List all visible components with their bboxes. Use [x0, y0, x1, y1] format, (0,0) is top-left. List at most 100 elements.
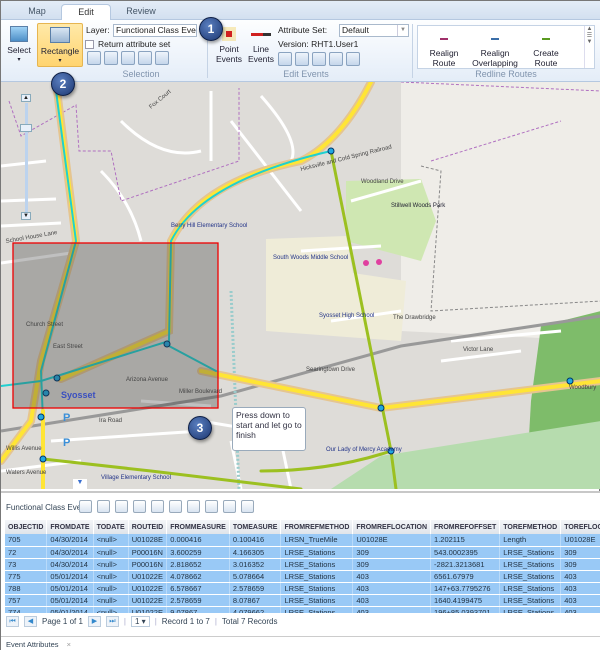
table-cell: LRSE_Stations — [499, 546, 562, 559]
table-row[interactable]: 705 04/30/2014 <null> U01028E 0.000416 0.1004… — [5, 534, 600, 547]
table-cell: 3.016352 — [229, 558, 282, 571]
zoom-to-icon[interactable] — [115, 500, 128, 513]
edit-event-tools — [278, 52, 363, 66]
table-cell: 775 — [5, 570, 48, 583]
first-page-button[interactable]: ⏮ — [6, 616, 19, 627]
event-attributes-tab[interactable]: Event Attributes × — [1, 636, 600, 653]
column-header[interactable]: TOREFLOCATION — [560, 520, 600, 534]
realign-overlapping-button[interactable]: Realign Overlapping — [470, 38, 520, 68]
table-icon[interactable] — [97, 500, 110, 513]
create-route-button[interactable]: Create Route — [526, 38, 566, 68]
pan-to-icon[interactable] — [133, 500, 146, 513]
column-header[interactable]: TOREFMETHOD — [499, 520, 562, 534]
column-header[interactable]: ROUTEID — [128, 520, 168, 534]
column-header[interactable]: TOMEASURE — [229, 520, 282, 534]
tab-map[interactable]: Map — [28, 6, 46, 16]
options-icon[interactable] — [241, 500, 254, 513]
gallery-scrollbar[interactable]: ▲ ☰ ▼ — [584, 26, 594, 68]
clear-selection-icon[interactable] — [87, 51, 101, 65]
total-text: Total 7 Records — [221, 617, 278, 626]
table-cell: 04/30/2014 — [46, 558, 94, 571]
return-attribute-label: Return attribute set — [98, 39, 171, 49]
layer-select[interactable]: Functional Class Event — [113, 24, 197, 37]
map-canvas[interactable]: Syosset Berry Hill Elementary School Sou… — [1, 82, 600, 489]
table-row[interactable]: 775 05/01/2014 <null> U01022E 4.078662 5.0786… — [5, 570, 600, 583]
rectangle-select-button[interactable]: Rectangle ▾ — [37, 23, 83, 67]
table-cell: U01028E — [352, 534, 432, 547]
table-cell: 147+63.7795276 — [430, 582, 501, 595]
table-cell: LRSE_Stations — [499, 558, 562, 571]
table-cell: 2.818652 — [166, 558, 230, 571]
table-cell: 5.078664 — [229, 570, 282, 583]
last-page-button[interactable]: ⏭ — [105, 616, 119, 627]
label-woodbury: Woodbury — [569, 385, 596, 391]
table-cell: 403 — [352, 570, 432, 583]
return-attribute-checkbox[interactable]: Return attribute set — [85, 39, 170, 49]
page-select[interactable]: 1 ▾ — [131, 616, 150, 627]
sort-icon[interactable] — [223, 500, 236, 513]
grid-icon[interactable] — [346, 52, 360, 66]
map-view[interactable]: Syosset Berry Hill Elementary School Sou… — [1, 82, 600, 489]
collapse-panel-button[interactable]: ▼ — [73, 479, 87, 489]
table-row[interactable]: 788 05/01/2014 <null> U01022E 6.578667 2.5786… — [5, 582, 600, 595]
table-row[interactable]: 774 05/01/2014 <null> U01022E 9.07867 4.07966… — [5, 606, 600, 613]
tab-edit[interactable]: Edit — [61, 4, 111, 20]
table-cell: 2.578659 — [229, 582, 282, 595]
grid-scroll[interactable]: OBJECTID FROMDATE TODATE ROUTEID FROMMEASURE… — [1, 493, 600, 613]
table-cell: <null> — [93, 546, 129, 559]
table-row[interactable]: 72 04/30/2014 <null> P00016N 3.600259 4.16630… — [5, 546, 600, 559]
close-icon[interactable]: × — [66, 640, 72, 649]
table-row[interactable]: 73 04/30/2014 <null> P00016N 2.818652 3.01635… — [5, 558, 600, 571]
attribute-set-select[interactable]: Default ▼ — [339, 24, 409, 37]
table-icon[interactable] — [104, 51, 118, 65]
column-header[interactable]: FROMREFOFFSET — [430, 520, 501, 534]
column-header[interactable]: TODATE — [93, 520, 129, 534]
retire-icon[interactable] — [312, 52, 326, 66]
column-header[interactable]: FROMREFMETHOD — [280, 520, 354, 534]
zoom-out-button[interactable]: ▼ — [21, 212, 31, 220]
table-cell: 4.078662 — [166, 570, 230, 583]
point-events-button[interactable]: Point Events — [214, 26, 244, 68]
label-east: East Street — [53, 344, 83, 350]
realign-route-button[interactable]: Realign Route — [424, 38, 464, 68]
zoom-slider[interactable]: ▲ ▼ — [20, 94, 33, 222]
merge-icon[interactable] — [278, 52, 292, 66]
zoom-slider-handle[interactable] — [20, 124, 32, 132]
column-header[interactable]: OBJECTID — [5, 520, 48, 534]
selection-options-icon[interactable] — [155, 51, 169, 65]
table-row[interactable]: 757 05/01/2014 <null> U01022E 2.578659 8.0786… — [5, 594, 600, 607]
table-cell: <null> — [93, 570, 129, 583]
rectangle-label: Rectangle — [40, 46, 80, 56]
column-header[interactable]: FROMREFLOCATION — [352, 520, 432, 534]
clear-icon[interactable] — [79, 500, 92, 513]
selection-rectangle — [12, 242, 219, 409]
table-cell: U01022E — [128, 570, 168, 583]
next-page-button[interactable]: ▶ — [87, 616, 101, 627]
select-label: Select — [7, 45, 31, 55]
zoom-to-selection-icon[interactable] — [121, 51, 135, 65]
pan-to-selection-icon[interactable] — [138, 51, 152, 65]
realign-overlapping-icon — [491, 38, 499, 40]
delete-icon[interactable] — [187, 500, 200, 513]
label-our-lady: Our Lady of Mercy Academy — [326, 447, 402, 453]
table-cell: 403 — [352, 606, 432, 613]
tab-review[interactable]: Review — [126, 6, 156, 16]
column-header[interactable]: FROMMEASURE — [166, 520, 230, 534]
line-events-button[interactable]: Line Events — [247, 26, 275, 68]
table-cell: 8.07867 — [229, 594, 282, 607]
table-cell: 774 — [5, 606, 48, 613]
edit-icon[interactable] — [169, 500, 182, 513]
step-badge-2: 2 — [51, 72, 75, 96]
table-cell: LRSE_Stations — [280, 570, 354, 583]
column-header[interactable]: FROMDATE — [46, 520, 94, 534]
split-icon[interactable] — [295, 52, 309, 66]
table-cell: 6561.67979 — [430, 570, 501, 583]
attribute-form-icon[interactable] — [329, 52, 343, 66]
select-button[interactable]: Select ▾ — [5, 24, 33, 68]
save-icon[interactable] — [151, 500, 164, 513]
zoom-in-button[interactable]: ▲ — [21, 94, 31, 102]
prev-page-button[interactable]: ◀ — [24, 616, 37, 627]
table-cell: 0.100416 — [229, 534, 282, 547]
table-cell: 309 — [560, 558, 600, 571]
export-icon[interactable] — [205, 500, 218, 513]
